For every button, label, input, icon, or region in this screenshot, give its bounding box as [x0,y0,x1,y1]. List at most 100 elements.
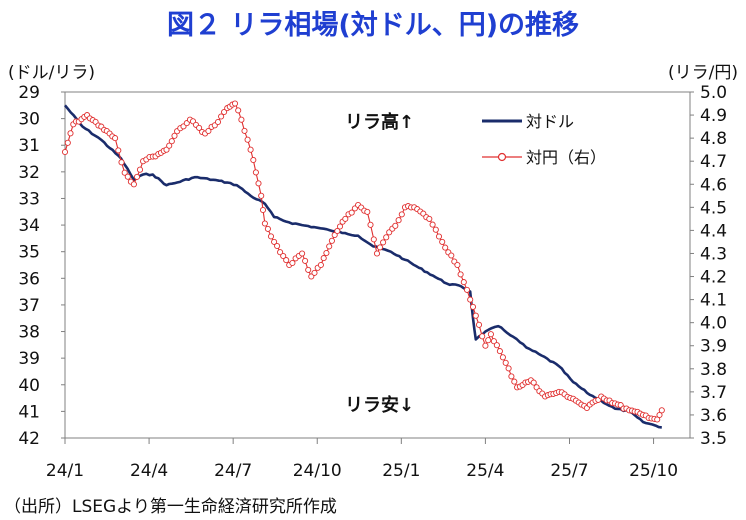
left-tick-label: 42 [18,429,40,449]
right-tick-label: 4.2 [700,268,727,288]
series-point-jpy [67,130,74,137]
series-point-jpy [457,271,464,278]
source-note: （出所）LSEGより第一生命経済研究所作成 [4,497,337,517]
series-point-jpy [376,244,384,251]
series-point-jpy [259,206,267,214]
x-tick-label: 24/4 [130,461,168,481]
series-point-jpy [487,331,494,338]
right-tick-label: 4.0 [700,314,727,334]
series-line-usd [63,104,662,429]
series-point-jpy [231,100,239,107]
left-tick-label: 39 [18,349,40,369]
series-point-jpy [383,234,390,241]
series-point-jpy [267,233,275,240]
right-axis-unit: (リラ/円) [668,63,738,83]
series-point-jpy [658,407,665,414]
series-point-jpy [499,354,506,361]
series-point-jpy [250,156,257,164]
left-tick-label: 40 [18,376,40,396]
series-point-jpy [235,107,242,114]
right-tick-label: 4.5 [700,198,727,218]
series-point-jpy [454,261,461,269]
series-point-jpy [328,237,335,244]
legend-label-usd: 対ドル [526,112,574,131]
series-point-jpy [439,238,446,245]
left-tick-label: 33 [18,189,40,209]
series-point-jpy [130,181,137,188]
series-point-jpy [429,221,436,228]
series-point-jpy [61,148,69,156]
series-layer [61,100,665,429]
series-point-jpy [469,303,477,310]
series-point-jpy [261,220,268,227]
series-point-jpy [370,236,377,243]
annotation-lira-weak: リラ安↓ [345,394,414,416]
x-tick-label: 25/1 [382,461,420,481]
right-axis: 5.0 4.9 4.8 4.7 4.6 4.5 4.4 4.3 4.2 4.1 4.0 3.9 3.8 3… [690,83,727,449]
series-point-jpy [426,215,433,222]
x-tick-label: 24/10 [293,461,342,481]
series-point-jpy [367,221,374,228]
series-point-jpy [289,259,296,267]
right-tick-label: 5.0 [700,83,727,103]
right-tick-label: 4.4 [700,221,727,241]
legend-marker-jpy [497,152,507,162]
series-point-jpy [485,337,492,344]
x-tick-label: 25/10 [629,461,678,481]
right-tick-label: 3.5 [700,429,727,449]
series-point-jpy [336,223,344,230]
series-point-jpy [505,365,512,372]
series-point-jpy [305,266,312,273]
series-point-jpy [530,379,537,386]
series-point-jpy [320,255,327,262]
series-point-jpy [482,342,489,349]
series-point-jpy [311,269,318,276]
series-point-jpy [380,239,387,246]
left-tick-label: 41 [18,402,40,422]
series-point-jpy [334,227,341,235]
series-point-jpy [258,192,265,199]
series-point-jpy [277,249,284,256]
x-tick-label: 25/7 [550,461,588,481]
series-point-jpy [656,411,663,419]
series-point-jpy [299,250,306,257]
series-point-jpy [274,242,281,250]
series-point-jpy [302,257,309,264]
series-point-jpy [448,252,455,259]
right-tick-label: 4.6 [700,175,727,195]
series-point-jpy [442,244,449,251]
series-point-jpy [118,159,125,166]
right-tick-label: 3.9 [700,337,727,357]
legend: 対ドル 対円（右） [482,112,606,167]
series-point-jpy [221,108,228,116]
series-point-jpy [511,378,518,385]
series-point-jpy [467,296,474,303]
series-point-jpy [64,139,71,146]
series-point-jpy [218,113,225,120]
series-point-jpy [502,359,509,366]
series-point-jpy [395,217,402,224]
series-point-jpy [432,226,439,233]
x-axis: 24/1 24/4 24/7 24/10 25/1 25/4 25/7 25/10 [46,438,678,481]
series-point-jpy [166,142,173,149]
series-point-jpy [326,243,333,250]
left-tick-label: 29 [18,83,40,103]
series-point-jpy [323,249,330,257]
x-tick-label: 24/7 [214,461,252,481]
series-point-jpy [490,338,497,345]
legend-label-jpy: 対円（右） [526,148,606,167]
chart-title: 図２ リラ相場(対ドル、円)の推移 [167,10,579,41]
series-point-jpy [398,211,405,218]
left-tick-label: 35 [18,243,40,263]
series-point-jpy [364,208,371,215]
series-point-jpy [244,136,251,143]
right-tick-label: 4.8 [700,129,727,149]
annotation-lira-strong: リラ高↑ [345,111,414,133]
left-tick-label: 38 [18,323,40,343]
series-point-jpy [493,342,500,349]
series-point-jpy [435,233,443,240]
series-point-jpy [392,222,399,229]
series-point-jpy [121,169,128,176]
series-point-jpy [136,166,144,173]
